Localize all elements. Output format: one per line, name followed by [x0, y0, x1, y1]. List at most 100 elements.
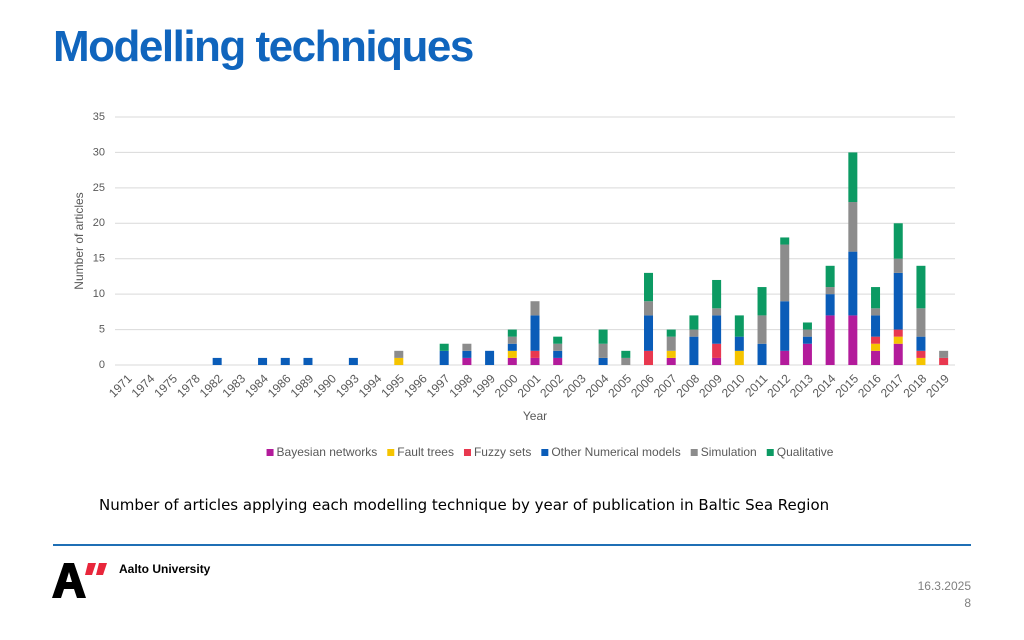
bar-segment — [666, 329, 676, 337]
bar-segment — [780, 301, 790, 351]
bar-segment — [598, 329, 608, 344]
x-axis-label: Year — [523, 409, 547, 423]
bar-segment — [734, 336, 744, 351]
x-tick-label: 1997 — [424, 371, 453, 400]
bar-segment — [598, 357, 608, 365]
bar-segment — [553, 343, 563, 351]
bar-segment — [871, 287, 881, 309]
legend-label: Qualitative — [777, 445, 834, 459]
bar-segment — [666, 350, 676, 358]
legend-swatch — [690, 449, 698, 456]
x-tick-label: 2009 — [696, 371, 725, 400]
bar-segment — [916, 265, 926, 309]
date: 16.3.2025 — [917, 579, 971, 593]
bar-segment — [621, 357, 631, 365]
bar-segment — [507, 350, 517, 358]
bar-segment — [258, 357, 268, 365]
x-tick-label: 2017 — [878, 371, 907, 400]
bar-segment — [485, 350, 495, 365]
legend-swatch — [387, 449, 395, 456]
x-tick-label: 2019 — [923, 371, 952, 400]
page-number: 8 — [964, 596, 971, 610]
bar-segment — [871, 336, 881, 344]
legend-label: Simulation — [701, 445, 757, 459]
x-tick-label: 1994 — [356, 371, 385, 400]
bar-segment — [712, 315, 722, 344]
x-tick-label: 2005 — [605, 371, 634, 400]
bar-segment — [439, 343, 449, 351]
bar-segment — [871, 350, 881, 365]
bar-segment — [871, 343, 881, 351]
x-tick-label: 1995 — [378, 371, 407, 400]
bar-segment — [734, 315, 744, 337]
x-tick-label: 2001 — [515, 371, 544, 400]
x-tick-label: 1975 — [151, 371, 180, 400]
bar-segment — [780, 350, 790, 365]
bar-segment — [916, 308, 926, 337]
bar-segment — [280, 357, 290, 365]
legend-label: Other Numerical models — [551, 445, 680, 459]
x-tick-label: 1978 — [174, 371, 203, 400]
bar-segment — [621, 350, 631, 358]
legend-swatch — [266, 449, 274, 456]
x-tick-label: 2000 — [492, 371, 521, 400]
x-tick-label: 1983 — [219, 371, 248, 400]
slide-title: Modelling techniques — [53, 22, 474, 71]
bar-segment — [825, 265, 835, 288]
x-tick-label: 1974 — [129, 371, 158, 400]
bar-segment — [757, 315, 767, 344]
x-tick-label: 1971 — [106, 371, 135, 400]
x-tick-label: 2014 — [810, 371, 839, 400]
x-tick-label: 2013 — [787, 371, 816, 400]
bar-segment — [689, 315, 699, 330]
x-tick-label: 1982 — [197, 371, 226, 400]
y-tick-label: 15 — [93, 253, 105, 265]
bar-segment — [916, 350, 926, 358]
x-tick-label: 1990 — [310, 371, 339, 400]
bar-segment — [893, 272, 903, 330]
divider — [53, 544, 971, 546]
bar-segment — [848, 202, 858, 252]
bar-segment — [893, 329, 903, 337]
x-tick-label: 1999 — [469, 371, 498, 400]
bar-segment — [530, 357, 540, 365]
bar-segment — [644, 350, 654, 365]
bar-segment — [507, 343, 517, 351]
bar-segment — [712, 279, 722, 309]
x-tick-label: 2010 — [719, 371, 748, 400]
x-tick-label: 1996 — [401, 371, 430, 400]
x-tick-label: 1984 — [242, 371, 271, 400]
bar-segment — [893, 258, 903, 273]
bar-segment — [712, 357, 722, 365]
bar-segment — [802, 336, 812, 344]
bar-segment — [644, 315, 654, 351]
bar-segment — [916, 357, 926, 365]
organization: Aalto University — [119, 562, 211, 576]
bar-segment — [553, 357, 563, 365]
bar-segment — [644, 301, 654, 316]
legend-label: Fault trees — [397, 445, 454, 459]
y-axis-label: Number of articles — [72, 192, 86, 289]
bar-segment — [871, 308, 881, 316]
caption: Number of articles applying each modelli… — [99, 496, 830, 514]
bar-segment — [507, 357, 517, 365]
y-tick-label: 35 — [93, 111, 105, 123]
bar-segment — [848, 251, 858, 316]
bar-segment — [757, 287, 767, 316]
bar-segment — [871, 315, 881, 337]
bar-segment — [848, 315, 858, 365]
bar-segment — [916, 336, 926, 351]
bar-segment — [893, 343, 903, 365]
bar-segment — [666, 336, 676, 351]
y-tick-label: 20 — [93, 217, 105, 229]
bar-segment — [802, 322, 812, 330]
x-tick-label: 2012 — [764, 371, 793, 400]
bar-segment — [802, 343, 812, 365]
bar-segment — [462, 350, 472, 358]
bar-segment — [462, 343, 472, 351]
legend-swatch — [766, 449, 774, 456]
bar-segment — [530, 315, 540, 351]
x-tick-label: 2006 — [628, 371, 657, 400]
bar-segment — [553, 336, 563, 344]
bar-segment — [689, 329, 699, 337]
